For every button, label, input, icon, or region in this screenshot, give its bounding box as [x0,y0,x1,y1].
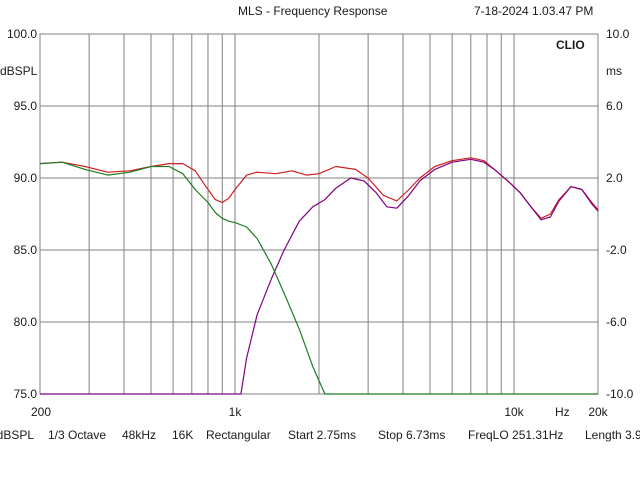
brand-label: CLIO [556,38,585,52]
footer-length: Length 3.98ms [585,428,640,442]
left-unit-label: dBSPL [0,64,38,78]
series-line-3 [39,161,598,395]
footer-freq-lo: FreqLO 251.31Hz [468,428,564,442]
plot-frame [39,33,599,395]
y-tick-label-left: 100.0 [6,27,37,41]
y-tick-label-right: -10.0 [606,387,634,401]
y-tick-label-left: 80.0 [13,315,37,329]
footer-start: Start 2.75ms [288,428,357,442]
curves [39,157,599,395]
y-tick-label-left: 95.0 [13,99,37,113]
footer-unit: dBSPL [0,428,34,442]
timestamp: 7-18-2024 1.03.47 PM [474,4,594,18]
footer-stop: Stop 6.73ms [378,428,446,442]
y-tick-label-left: 75.0 [13,387,37,401]
x-tick-label: 200 [30,405,52,419]
series-line-2 [40,158,599,395]
y-tick-label-right: 6.0 [606,99,623,113]
y-tick-label-right: 10.0 [606,27,630,41]
x-tick-label: 10k [504,405,524,419]
right-unit-label: ms [606,64,622,78]
chart-title: MLS - Frequency Response [238,4,388,18]
x-tick-label: 20k [588,405,608,419]
y-tick-label-right: 2.0 [606,171,623,185]
y-tick-label-right: -2.0 [606,243,627,257]
footer-fft-size: 16K [172,428,194,442]
footer-sample-rate: 48kHz [122,428,157,442]
grid [40,33,598,395]
y-tick-label-left: 90.0 [13,171,37,185]
x-tick-label: 1k [228,405,242,419]
footer-smoothing: 1/3 Octave [48,428,107,442]
footer-window: Rectangular [206,428,271,442]
y-tick-label-right: -6.0 [606,315,627,329]
x-unit-label: Hz [555,405,570,419]
y-tick-label-left: 85.0 [13,243,37,257]
